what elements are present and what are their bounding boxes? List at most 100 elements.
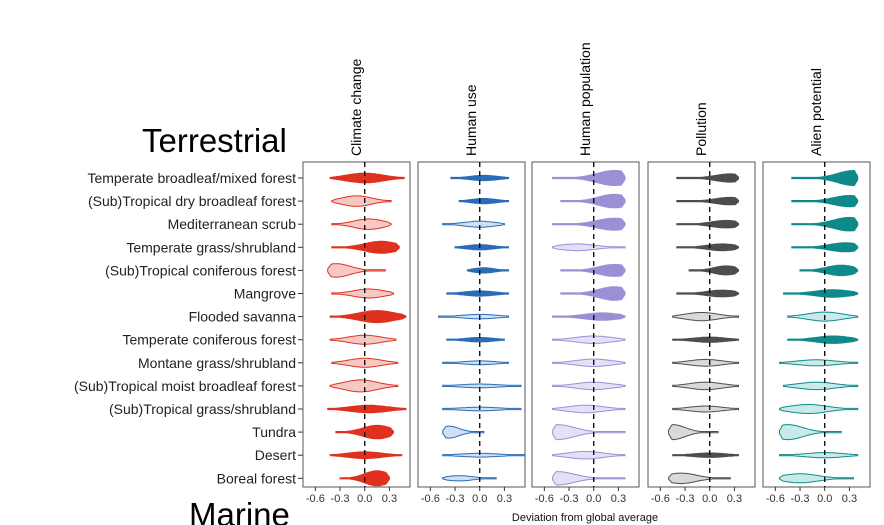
violin-6 [672,312,739,322]
violin-7 [329,334,397,345]
x-tick-label: -0.3 [791,493,810,505]
violin-5 [331,288,394,299]
violin-10 [672,405,739,413]
violin-11 [442,425,485,439]
violin-13 [552,471,626,486]
biome-label: Desert [255,447,296,463]
violin-6 [552,312,626,321]
x-tick-label: -0.3 [446,493,465,505]
violin-2 [552,217,626,231]
biome-label: Mangrove [234,286,296,302]
panel-title: Human population [577,42,593,156]
x-tick-label: -0.3 [331,493,350,505]
x-tick-label: 0.0 [586,493,601,505]
violin-11 [668,424,719,441]
violin-6 [329,310,407,324]
violin-13 [668,472,731,485]
violin-3 [331,240,400,254]
panel-title: Climate change [348,59,364,156]
x-tick-label: -0.6 [421,493,440,505]
violin-3 [454,244,509,251]
violin-5 [676,289,739,298]
x-tick-label: 0.0 [702,493,717,505]
violin-9 [552,381,626,391]
violin-1 [676,196,739,206]
panel-frame [417,161,526,488]
x-tick-label: 0.3 [382,493,397,505]
biome-label: (Sub)Tropical moist broadleaf forest [74,378,296,394]
biome-label: Temperate coniferous forest [122,332,296,348]
panel-title: Human use [463,84,479,156]
violin-8 [779,359,859,367]
x-tick-label: 0.3 [727,493,742,505]
violin-0 [791,170,859,186]
x-tick-label: 0.3 [497,493,512,505]
section-title-terrestrial: Terrestrial [142,122,287,159]
violin-0 [676,173,739,183]
violin-11 [779,424,842,441]
biome-label: (Sub)Tropical dry broadleaf forest [88,193,296,209]
x-tick-label: 0.3 [611,493,626,505]
biome-label: Temperate broadleaf/mixed forest [87,170,296,186]
section-title-marine: Marine [189,496,290,525]
panel-title: Pollution [693,102,709,156]
violin-2 [676,219,739,229]
panel-pollution: -0.6 -0.3 0.0 0.3 Pollution [647,102,756,505]
violin-0 [450,174,509,182]
violin-7 [552,335,626,344]
x-tick-label: -0.6 [651,493,670,505]
violin-11 [552,424,626,441]
violin-13 [779,473,854,484]
panels: -0.6 -0.3 0.0 0.3 Climate change -0.6 -0.3 0.0 0… [302,42,871,505]
violin-12 [442,452,526,458]
violin-13 [442,475,497,482]
biome-label: Flooded savanna [189,309,297,325]
biome-label: (Sub)Tropical coniferous forest [105,262,296,278]
violin-2 [442,220,505,228]
violin-10 [779,404,859,414]
violin-4 [466,267,509,274]
x-tick-label: 0.3 [842,493,857,505]
x-axis-label: Deviation from global average [512,512,658,524]
biome-label: Boreal forest [217,470,296,486]
violin-2 [331,218,392,230]
x-tick-label: -0.6 [766,493,785,505]
panel-human-use: -0.6 -0.3 0.0 0.3 Human use [417,84,526,505]
violin-4 [327,263,386,278]
violin-12 [672,452,739,458]
x-tick-label: 0.0 [357,493,372,505]
violin-7 [672,336,739,343]
violin-8 [552,358,626,367]
biome-label: (Sub)Tropical grass/shrubland [109,401,296,417]
violin-6 [787,311,859,322]
violin-4 [560,263,626,277]
violin-5 [560,286,626,301]
violin-12 [779,452,859,459]
violin-5 [446,290,509,297]
violin-12 [329,451,403,460]
biome-labels: Temperate broadleaf/mixed forest (Sub)Tro… [74,170,303,486]
violin-0 [552,170,626,186]
violin-3 [552,243,626,252]
violin-4 [688,265,739,276]
panel-title: Alien potential [808,68,824,156]
violin-9 [442,383,522,389]
panel-frame [762,161,871,488]
violin-6 [438,313,509,320]
violin-7 [787,335,859,344]
violin-8 [442,360,509,366]
violin-2 [791,216,859,232]
panel-frame [647,161,756,488]
violin-9 [329,379,399,393]
violin-10 [552,404,626,414]
biome-label: Tundra [252,424,296,440]
violin-3 [676,243,739,252]
panel-alien-potential: -0.6 -0.3 0.0 0.3 Alien potential [762,68,871,505]
violin-5 [783,289,859,298]
x-tick-label: -0.3 [676,493,695,505]
panel-climate-change: -0.6 -0.3 0.0 0.3 Climate change [302,59,411,505]
violin-1 [560,193,626,209]
panel-frame [531,161,640,488]
violin-4 [799,264,859,277]
x-tick-label: 0.0 [472,493,487,505]
